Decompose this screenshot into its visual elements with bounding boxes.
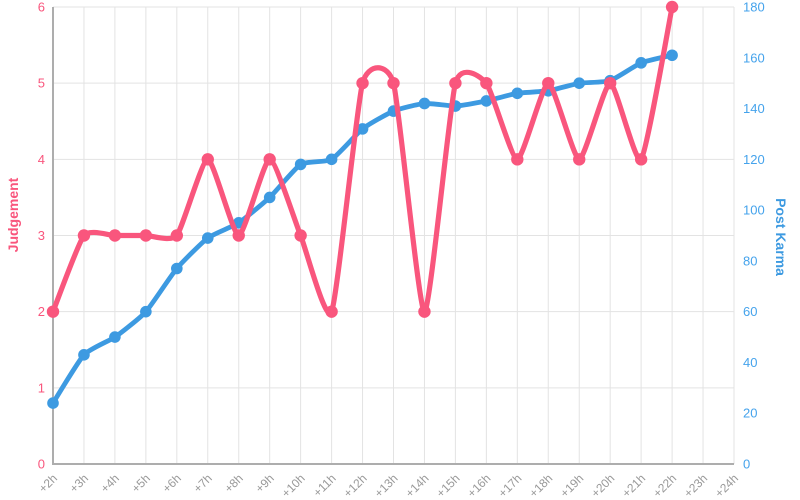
x-tick-label: +14h bbox=[403, 471, 432, 500]
judgement-point[interactable] bbox=[77, 229, 91, 242]
x-tick-label: +8h bbox=[222, 471, 246, 495]
right-tick-label: 160 bbox=[743, 50, 765, 65]
post-karma-point[interactable] bbox=[263, 191, 276, 204]
right-tick-label: 180 bbox=[743, 0, 765, 15]
judgement-point[interactable] bbox=[294, 229, 307, 242]
left-tick-label: 0 bbox=[38, 457, 45, 472]
x-tick-label: +21h bbox=[619, 471, 648, 500]
x-tick-label: +15h bbox=[434, 471, 463, 500]
right-tick-label: 120 bbox=[743, 152, 765, 167]
right-tick-label: 100 bbox=[743, 203, 765, 218]
x-tick-label: +9h bbox=[253, 471, 277, 495]
judgement-point[interactable] bbox=[139, 229, 153, 242]
x-tick-label: +5h bbox=[129, 471, 153, 495]
x-tick-label: +13h bbox=[372, 471, 401, 500]
post-karma-point[interactable] bbox=[201, 232, 214, 244]
left-axis-title: Judgement bbox=[5, 177, 21, 253]
x-tick-label: +17h bbox=[495, 471, 524, 500]
judgement-point[interactable] bbox=[634, 153, 648, 166]
judgement-point[interactable] bbox=[46, 305, 60, 318]
x-tick-label: +11h bbox=[310, 471, 338, 499]
judgement-point[interactable] bbox=[232, 229, 245, 242]
left-tick-label: 3 bbox=[38, 228, 45, 243]
post-karma-point[interactable] bbox=[294, 158, 307, 171]
post-karma-point[interactable] bbox=[480, 95, 493, 107]
x-tick-label: +20h bbox=[588, 471, 617, 500]
judgement-point[interactable] bbox=[108, 229, 122, 242]
post-karma-point[interactable] bbox=[418, 97, 431, 110]
judgement-point[interactable] bbox=[603, 76, 617, 90]
right-axis-title: Post Karma bbox=[773, 198, 789, 276]
judgement-point[interactable] bbox=[480, 76, 493, 90]
judgement-point[interactable] bbox=[542, 76, 555, 90]
right-tick-label: 40 bbox=[743, 355, 757, 370]
x-tick-label: +24h bbox=[712, 471, 741, 500]
post-karma-point[interactable] bbox=[635, 57, 647, 69]
judgement-point[interactable] bbox=[201, 153, 214, 166]
x-tick-label: +6h bbox=[160, 471, 184, 495]
x-tick-label: +18h bbox=[526, 471, 555, 500]
post-karma-point[interactable] bbox=[356, 123, 369, 135]
judgement-point[interactable] bbox=[665, 0, 679, 14]
left-tick-label: 1 bbox=[38, 380, 45, 395]
post-karma-point[interactable] bbox=[140, 305, 152, 318]
judgement-point[interactable] bbox=[573, 153, 586, 166]
x-tick-label: +16h bbox=[464, 471, 493, 500]
post-karma-point[interactable] bbox=[325, 153, 338, 166]
left-tick-label: 5 bbox=[38, 76, 45, 91]
x-tick-label: +22h bbox=[650, 471, 679, 500]
judgement-point[interactable] bbox=[325, 305, 338, 318]
judgement-point[interactable] bbox=[387, 76, 400, 90]
x-tick-label: +23h bbox=[681, 471, 710, 500]
right-tick-label: 20 bbox=[743, 406, 757, 421]
post-karma-point[interactable] bbox=[171, 262, 183, 275]
post-karma-point[interactable] bbox=[232, 217, 245, 229]
right-tick-label: 80 bbox=[743, 253, 757, 268]
x-tick-label: +19h bbox=[557, 471, 586, 500]
x-tick-label: +2h bbox=[36, 471, 60, 495]
right-tick-label: 60 bbox=[743, 304, 757, 319]
x-tick-label: +7h bbox=[191, 471, 215, 495]
right-tick-label: 140 bbox=[743, 101, 765, 116]
judgement-point[interactable] bbox=[356, 76, 369, 90]
x-tick-label: +4h bbox=[98, 471, 122, 495]
judgement-point[interactable] bbox=[263, 153, 276, 166]
x-tick-label: +3h bbox=[67, 471, 91, 495]
judgement-point[interactable] bbox=[449, 76, 462, 90]
judgement-point[interactable] bbox=[170, 229, 184, 242]
left-tick-label: 2 bbox=[38, 304, 45, 319]
post-karma-point[interactable] bbox=[47, 397, 59, 409]
left-tick-label: 6 bbox=[38, 0, 45, 15]
left-tick-label: 4 bbox=[38, 152, 45, 167]
judgement-point[interactable] bbox=[511, 153, 524, 166]
right-tick-label: 0 bbox=[743, 457, 750, 472]
x-tick-label: +10h bbox=[279, 471, 308, 500]
x-tick-label: +12h bbox=[341, 471, 370, 500]
post-karma-point[interactable] bbox=[78, 349, 90, 361]
post-karma-point[interactable] bbox=[573, 77, 586, 89]
post-karma-point[interactable] bbox=[666, 49, 678, 62]
post-karma-point[interactable] bbox=[511, 87, 524, 100]
judgement-point[interactable] bbox=[418, 305, 431, 318]
post-karma-point[interactable] bbox=[109, 331, 121, 343]
